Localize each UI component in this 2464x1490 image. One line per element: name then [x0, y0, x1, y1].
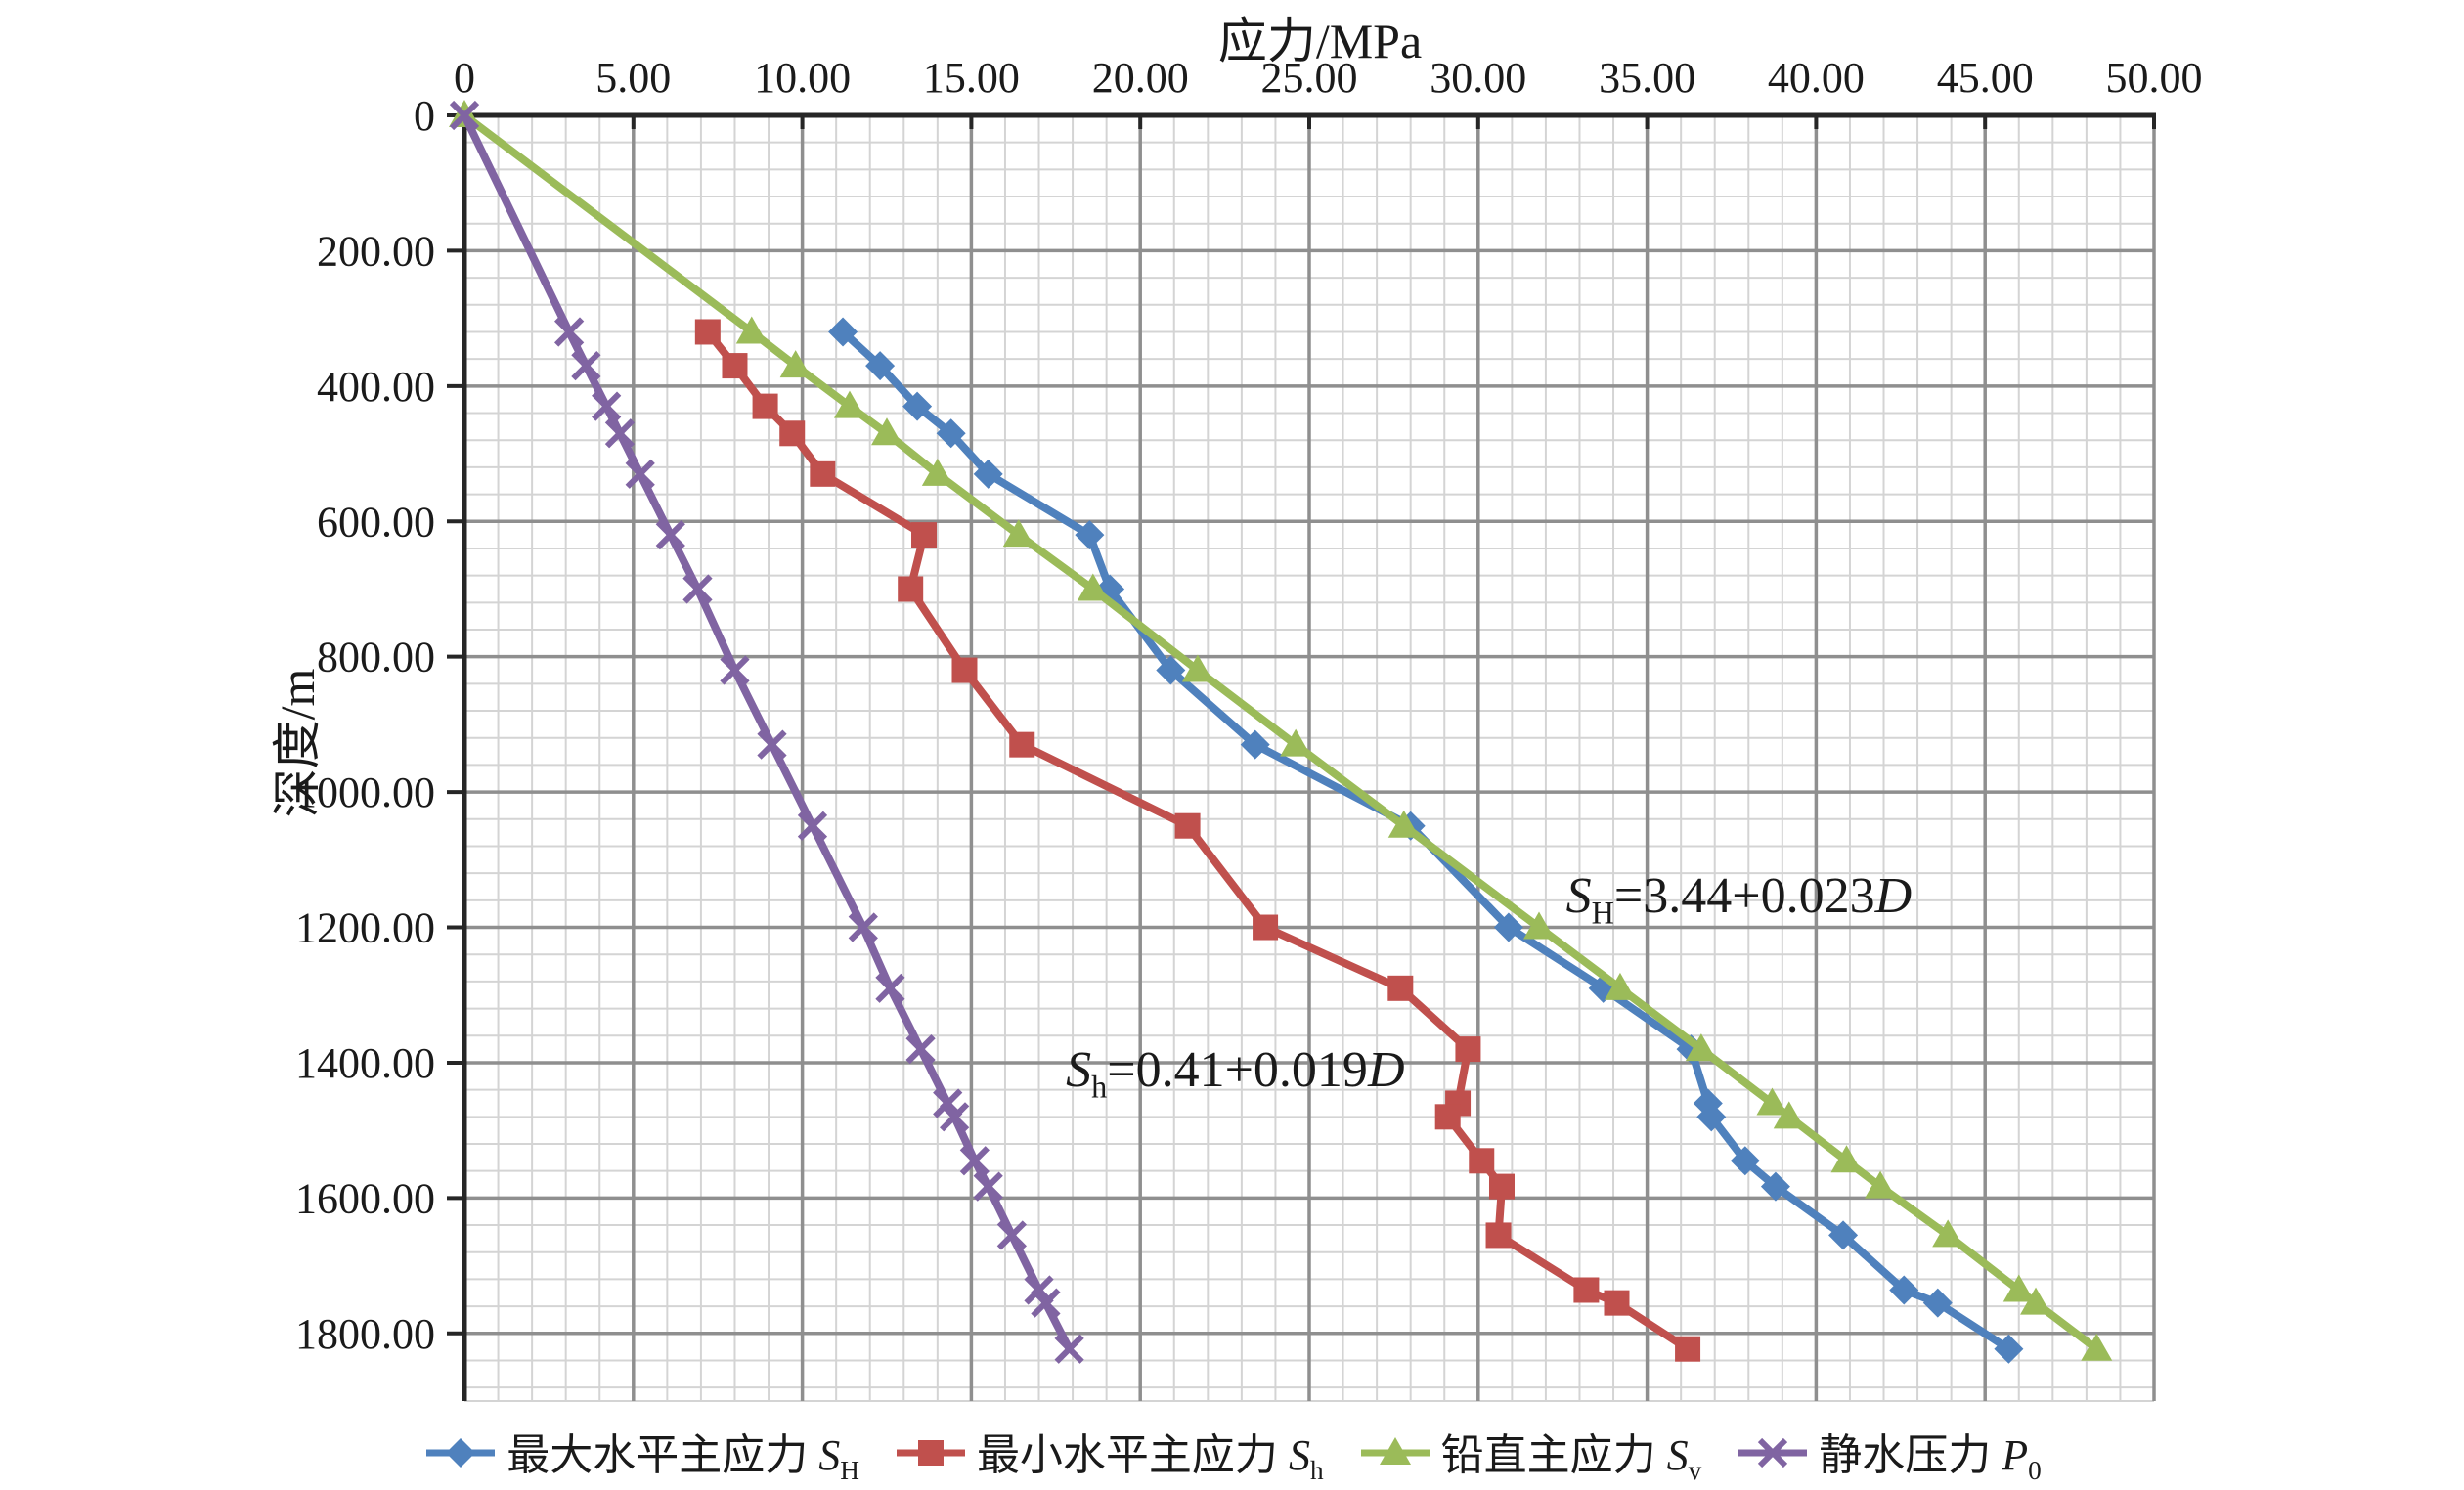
legend-label-sh-min: 最小水平主应力 Sh [976, 1431, 1324, 1485]
legend-label-p0: 静水压力 P0 [1819, 1431, 2042, 1485]
x-tick-label: 45.00 [1937, 54, 2034, 102]
y-tick-label: 1200.00 [295, 904, 435, 952]
series-sh-max [828, 317, 2024, 1364]
y-tick-label: 600.00 [317, 498, 435, 546]
legend-label-sv: 铅直主应力 Sv [1440, 1431, 1702, 1485]
y-tick-label: 0 [414, 92, 435, 140]
x-tick-labels: 0 5.00 10.00 15.00 20.00 25.00 30.00 35.00 40.00… [454, 54, 2203, 102]
x-tick-label: 20.00 [1092, 54, 1189, 102]
legend-item-sh-min: 最小水平主应力 Sh [893, 1420, 1324, 1486]
legend-item-sh-max: 最大水平主应力 SH [422, 1420, 859, 1486]
equation-annotation-h: Sh=0.41+0.019D [1066, 1041, 1405, 1105]
y-tick-label: 800.00 [317, 634, 435, 681]
y-tick-label: 1000.00 [295, 768, 435, 816]
y-axis-title: 深度/m [270, 668, 325, 818]
y-tick-label: 200.00 [317, 227, 435, 275]
series-p0 [449, 100, 1084, 1364]
x-tick-label: 35.00 [1599, 54, 1695, 102]
legend-item-sv: 铅直主应力 Sv [1357, 1420, 1702, 1486]
x-tick-label: 40.00 [1768, 54, 1865, 102]
x-tick-label: 30.00 [1430, 54, 1526, 102]
axes [447, 112, 2156, 1401]
legend-marker-square-icon [896, 1439, 965, 1466]
legend-marker-x-icon [1738, 1437, 1808, 1468]
y-tick-label: 400.00 [317, 363, 435, 411]
chart-legend: 最大水平主应力 SH 最小水平主应力 Sh 铅直主应力 Sv 静水压力 P0 [0, 1420, 2464, 1486]
y-tick-label: 1600.00 [295, 1174, 435, 1222]
equation-annotation-H: SH=3.44+0.023D [1565, 867, 1913, 931]
x-tick-label: 25.00 [1261, 54, 1358, 102]
series-sh-min [694, 319, 1701, 1362]
x-tick-label: 5.00 [595, 54, 671, 102]
x-axis-title: 应力/MPa [1217, 14, 1423, 68]
legend-item-p0: 静水压力 P0 [1735, 1420, 2042, 1486]
y-tick-labels: 0 200.00 400.00 600.00 800.00 1000.00 1200.00 1… [295, 92, 435, 1358]
x-tick-label: 0 [454, 54, 475, 102]
x-tick-label: 10.00 [754, 54, 851, 102]
legend-marker-triangle-icon [1360, 1436, 1430, 1465]
y-tick-label: 1400.00 [295, 1039, 435, 1087]
y-tick-label: 1800.00 [295, 1310, 435, 1358]
legend-marker-diamond-icon [426, 1437, 496, 1468]
x-tick-label: 50.00 [2106, 54, 2203, 102]
x-tick-label: 15.00 [923, 54, 1020, 102]
legend-label-sh-max: 最大水平主应力 SH [506, 1431, 859, 1485]
